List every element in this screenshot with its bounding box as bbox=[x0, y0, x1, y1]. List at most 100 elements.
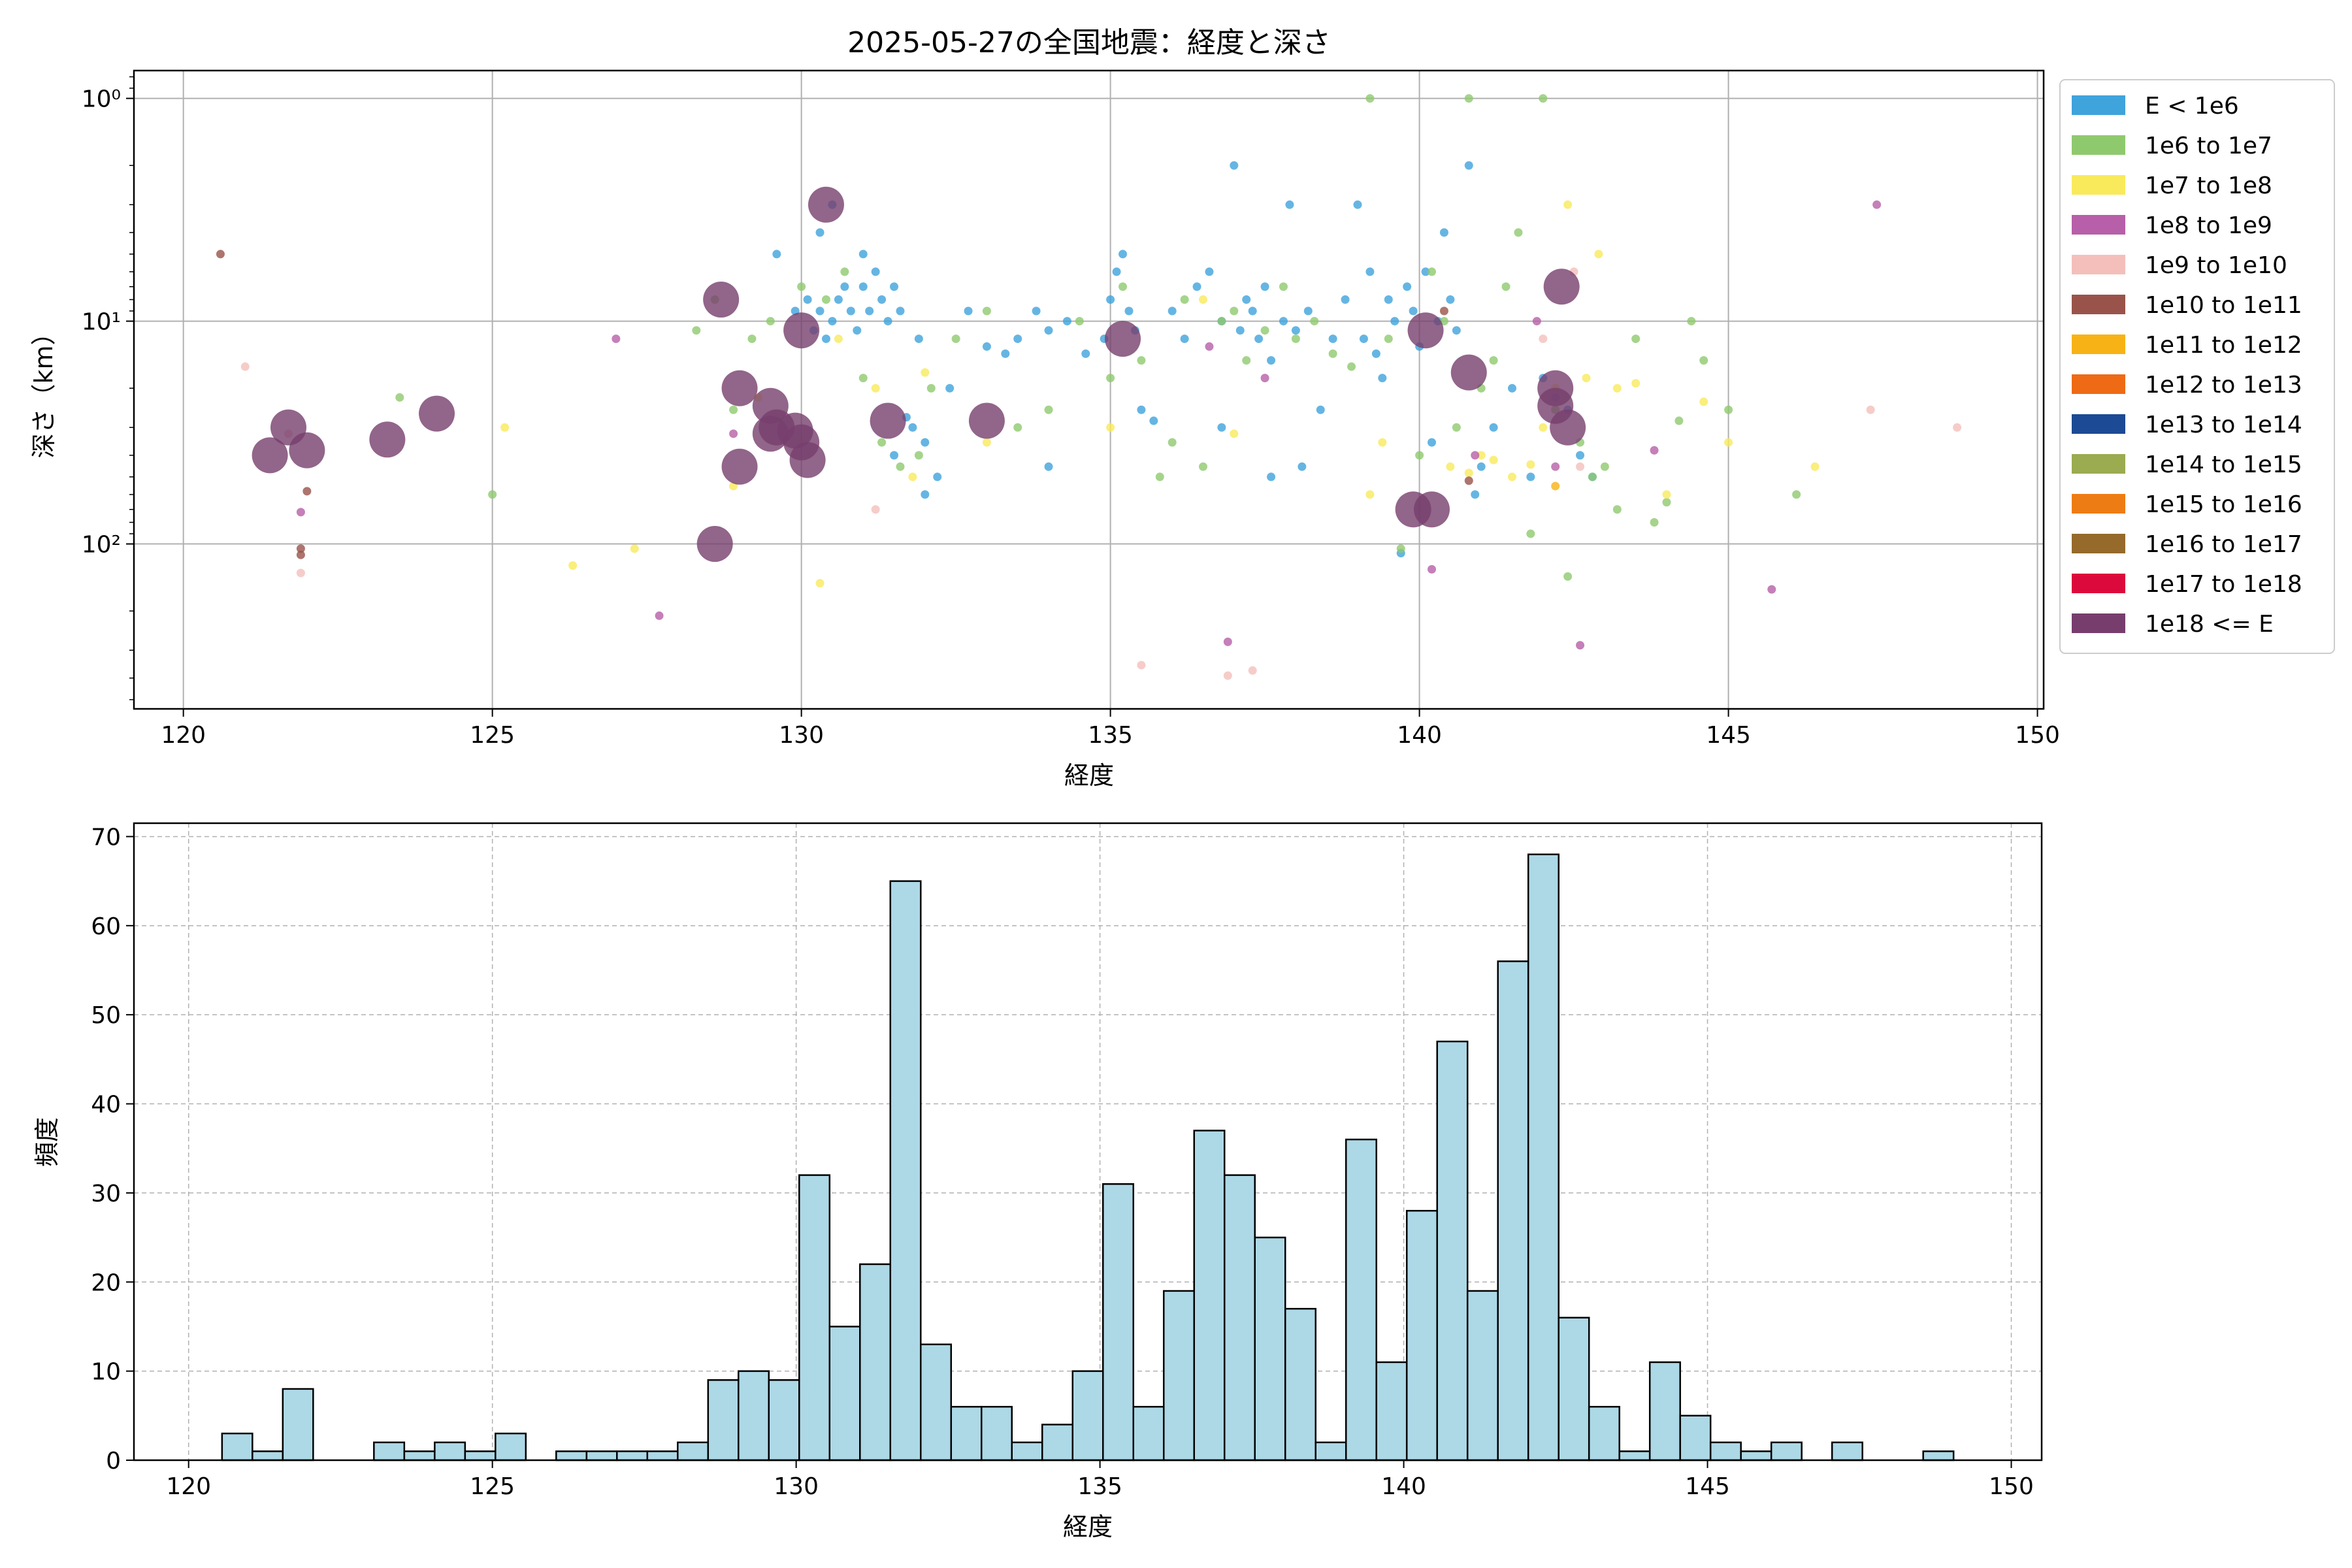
data-point bbox=[1439, 228, 1448, 237]
data-point bbox=[296, 544, 305, 553]
data-point bbox=[1537, 387, 1574, 424]
data-point bbox=[846, 306, 855, 316]
data-point bbox=[1489, 356, 1498, 365]
data-point bbox=[395, 393, 404, 402]
data-point bbox=[1260, 374, 1269, 383]
data-point bbox=[1414, 491, 1450, 528]
y-tick-label: 60 bbox=[91, 913, 121, 940]
data-point bbox=[1539, 423, 1548, 432]
data-point bbox=[1137, 405, 1146, 414]
data-point bbox=[921, 368, 930, 377]
histogram-bar bbox=[707, 1379, 740, 1462]
data-point bbox=[1477, 451, 1486, 460]
x-tick-label: 140 bbox=[1381, 1473, 1426, 1500]
legend: E < 1e6 1e6 to 1e7 1e7 to 1e8 1e8 to 1e9 1e9… bbox=[2059, 79, 2335, 654]
histogram-grid bbox=[134, 823, 2042, 1461]
data-point bbox=[1106, 295, 1115, 304]
data-point bbox=[1230, 306, 1239, 316]
data-point bbox=[1217, 317, 1226, 326]
histogram-bar bbox=[738, 1370, 770, 1462]
data-point bbox=[1464, 161, 1473, 170]
data-point bbox=[1810, 462, 1820, 471]
legend-swatch bbox=[2072, 215, 2125, 235]
x-tick-label: 120 bbox=[166, 1473, 211, 1500]
data-point bbox=[721, 448, 758, 485]
data-point bbox=[1384, 295, 1393, 304]
data-point bbox=[890, 451, 899, 460]
data-point bbox=[1075, 317, 1084, 326]
data-point bbox=[302, 487, 312, 496]
data-point bbox=[1724, 438, 1733, 447]
legend-label: 1e11 to 1e12 bbox=[2145, 332, 2302, 359]
data-point bbox=[1687, 317, 1696, 326]
histogram-bar bbox=[1284, 1307, 1316, 1462]
data-point bbox=[1594, 250, 1603, 259]
histogram-bar bbox=[1497, 960, 1529, 1462]
scatter-grid bbox=[134, 71, 2044, 709]
legend-swatch bbox=[2072, 613, 2125, 633]
legend-swatch bbox=[2072, 374, 2125, 394]
data-point bbox=[721, 370, 758, 406]
legend-label: 1e9 to 1e10 bbox=[2145, 252, 2287, 279]
data-point bbox=[951, 335, 960, 344]
data-point bbox=[982, 438, 991, 447]
data-point bbox=[803, 295, 812, 304]
data-point bbox=[945, 384, 955, 393]
histogram-bar bbox=[889, 880, 922, 1462]
data-point bbox=[1576, 641, 1585, 650]
data-point bbox=[1180, 335, 1189, 344]
data-point bbox=[1563, 200, 1573, 209]
data-point bbox=[1526, 460, 1535, 469]
y-tick-label: 0 bbox=[106, 1448, 121, 1475]
histogram-bar bbox=[1375, 1361, 1408, 1462]
data-point bbox=[655, 611, 664, 620]
data-point bbox=[1872, 200, 1882, 209]
data-point bbox=[908, 423, 917, 432]
data-point bbox=[1471, 451, 1480, 460]
histogram-bar bbox=[1405, 1209, 1438, 1462]
data-point bbox=[1390, 317, 1399, 326]
data-point bbox=[914, 451, 923, 460]
data-point bbox=[1415, 451, 1424, 460]
data-point bbox=[1600, 462, 1609, 471]
histogram-bar bbox=[920, 1343, 953, 1462]
histogram-bar bbox=[768, 1379, 800, 1462]
scatter-y-axis-label: 深さ（km） bbox=[29, 320, 58, 458]
data-point bbox=[1631, 335, 1641, 344]
x-tick-label: 125 bbox=[470, 722, 515, 749]
data-point bbox=[1119, 250, 1128, 259]
histogram-bar bbox=[1315, 1441, 1347, 1462]
data-point bbox=[1724, 405, 1733, 414]
histogram-bar bbox=[1618, 1450, 1651, 1462]
data-point bbox=[890, 282, 899, 291]
data-point bbox=[834, 295, 843, 304]
data-point bbox=[1576, 462, 1585, 471]
scatter-plot-frame bbox=[133, 69, 2045, 710]
data-point bbox=[1180, 295, 1189, 304]
data-point bbox=[1260, 326, 1269, 335]
legend-swatch bbox=[2072, 95, 2125, 115]
data-point bbox=[1588, 472, 1597, 482]
data-point bbox=[821, 335, 830, 344]
histogram-bar bbox=[1345, 1138, 1377, 1462]
histogram-bar bbox=[1193, 1130, 1226, 1462]
data-point bbox=[1662, 498, 1671, 507]
data-point bbox=[1464, 94, 1473, 103]
x-tick-label: 140 bbox=[1397, 722, 1442, 749]
data-point bbox=[1119, 282, 1128, 291]
data-point bbox=[1062, 317, 1071, 326]
data-point bbox=[612, 335, 621, 344]
data-point bbox=[1866, 405, 1875, 414]
scatter-points bbox=[216, 94, 1962, 680]
data-point bbox=[1353, 200, 1362, 209]
data-point bbox=[766, 317, 775, 326]
legend-swatch bbox=[2072, 335, 2125, 354]
histogram-bar bbox=[1922, 1450, 1955, 1462]
data-point bbox=[1328, 349, 1337, 358]
data-point bbox=[1223, 671, 1232, 680]
data-point bbox=[853, 326, 862, 335]
data-point bbox=[883, 317, 892, 326]
data-point bbox=[1291, 326, 1300, 335]
data-point bbox=[1452, 423, 1461, 432]
data-point bbox=[783, 312, 820, 349]
